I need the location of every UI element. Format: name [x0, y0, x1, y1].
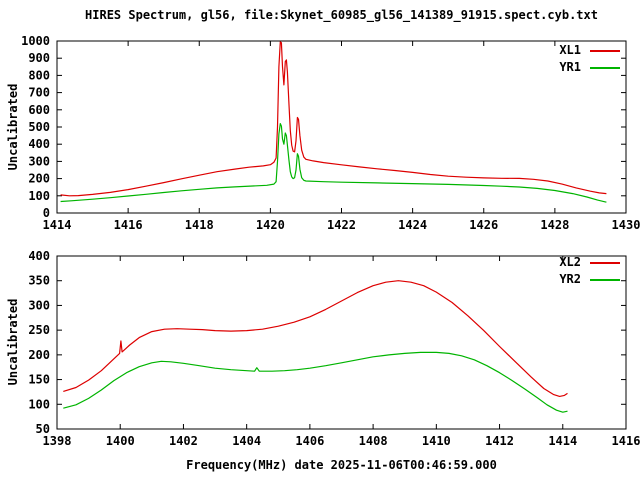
- y-tick-label: 100: [28, 189, 50, 203]
- y-tick-label: 1000: [21, 34, 50, 48]
- y-tick-label: 800: [28, 68, 50, 82]
- y-tick-label: 500: [28, 120, 50, 134]
- y-tick-label: 600: [28, 103, 50, 117]
- legend-label-yr2: YR2: [559, 272, 581, 286]
- x-tick-label: 1422: [327, 218, 356, 232]
- legend-line-sample-xl1: [590, 49, 620, 52]
- xl2-curve: [63, 280, 568, 397]
- y-tick-label: 50: [36, 422, 50, 436]
- y-tick-label: 200: [28, 172, 50, 186]
- yr1-curve: [60, 122, 607, 203]
- x-tick-label: 1414: [548, 434, 577, 448]
- legend-entry-yr1: YR1: [559, 59, 620, 76]
- x-tick-label: 1430: [612, 218, 640, 232]
- x-tick-label: 1416: [114, 218, 143, 232]
- x-tick-label: 1402: [169, 434, 198, 448]
- top-spectrum-panel: 1414 1416 1418 1420 1422 1424 1426 1428 1430 0 100…: [21, 34, 640, 232]
- y-tick-label: 400: [28, 137, 50, 151]
- x-tick-label: 1416: [612, 434, 640, 448]
- y-tick-label: 700: [28, 86, 50, 100]
- y-tick-label: 400: [28, 249, 50, 263]
- y-tick-label: 100: [28, 397, 50, 411]
- y-tick-label: 300: [28, 298, 50, 312]
- bottom-spectrum-panel: 1398 1400 1402 1404 1406 1408 1410 1412 1414 1416…: [28, 249, 640, 448]
- y-tick-label: 200: [28, 348, 50, 362]
- x-tick-label: 1408: [359, 434, 388, 448]
- y-tick-label: 0: [43, 206, 50, 220]
- legend-line-sample-yr1: [590, 66, 620, 69]
- y-tick-label: 150: [28, 373, 50, 387]
- x-tick-label: 1410: [422, 434, 451, 448]
- legend-entry-yr2: YR2: [559, 271, 620, 288]
- legend-label-xl1: XL1: [559, 43, 581, 57]
- chart-title: HIRES Spectrum, gl56, file:Skynet_60985_…: [85, 8, 598, 22]
- legend-line-sample-yr2: [590, 278, 620, 281]
- xl1-curve: [60, 41, 607, 197]
- legend-line-sample-xl2: [590, 261, 620, 264]
- x-tick-label: 1418: [185, 218, 214, 232]
- legend-label-xl2: XL2: [559, 255, 581, 269]
- legend-label-yr1: YR1: [559, 60, 581, 74]
- legend-entry-xl2: XL2: [559, 254, 620, 271]
- x-tick-label: 1406: [295, 434, 324, 448]
- x-tick-label: 1414: [43, 218, 72, 232]
- y-tick-label: 300: [28, 154, 50, 168]
- legend-bottom-panel: XL2 YR2: [559, 254, 620, 288]
- x-tick-label: 1424: [398, 218, 427, 232]
- bottom-spectrum-border: [56, 255, 627, 430]
- x-tick-label: 1400: [106, 434, 135, 448]
- y-tick-label: 350: [28, 274, 50, 288]
- x-tick-label: 1428: [540, 218, 569, 232]
- x-tick-label: 1420: [256, 218, 285, 232]
- x-tick-label: 1404: [232, 434, 261, 448]
- x-tick-label: 1398: [43, 434, 72, 448]
- x-tick-label: 1412: [485, 434, 514, 448]
- yr2-curve: [63, 351, 568, 413]
- y-tick-label: 250: [28, 323, 50, 337]
- legend-entry-xl1: XL1: [559, 42, 620, 59]
- x-tick-label: 1426: [469, 218, 498, 232]
- x-axis-label: Frequency(MHz) date 2025-11-06T00:46:59.…: [186, 458, 497, 472]
- y-tick-label: 900: [28, 51, 50, 65]
- legend-top-panel: XL1 YR1: [559, 42, 620, 76]
